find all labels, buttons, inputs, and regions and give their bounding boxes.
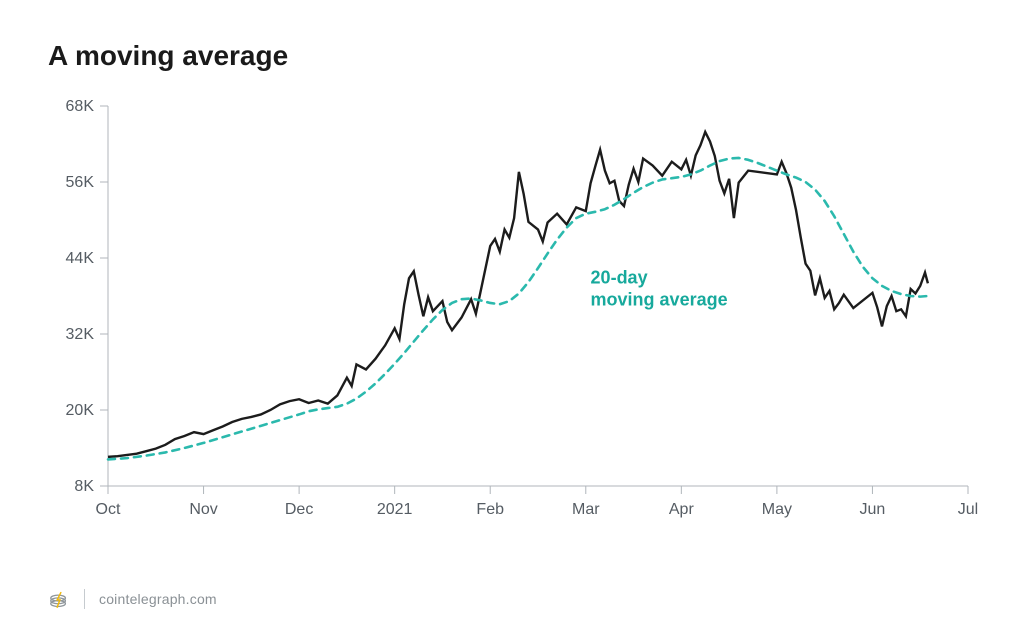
y-tick-label: 68K	[66, 98, 95, 115]
x-tick-label: Dec	[285, 501, 313, 518]
y-tick-label: 32K	[66, 326, 95, 343]
x-tick-label: Oct	[96, 501, 121, 518]
y-tick-label: 44K	[66, 250, 95, 267]
y-tick-label: 20K	[66, 402, 95, 419]
chart-title: A moving average	[48, 40, 976, 72]
chart-svg: 8K 20K 32K 44K 56K 68K Oct Nov Dec 2021 Feb Mar Apr…	[48, 96, 976, 536]
y-tick-label: 8K	[74, 478, 94, 495]
source-label: cointelegraph.com	[99, 591, 217, 607]
x-tick-label: Feb	[476, 501, 504, 518]
cointelegraph-logo-icon	[48, 588, 70, 610]
footer: cointelegraph.com	[48, 588, 217, 610]
footer-divider	[84, 589, 85, 609]
x-tick-label: Jun	[860, 501, 886, 518]
x-tick-label: May	[762, 501, 792, 518]
x-tick-label: Jul	[958, 501, 978, 518]
x-tick-label: 2021	[377, 501, 413, 518]
chart-frame: A moving average 8K 20K 32K 44K 56K 68K Oct No…	[0, 0, 1024, 636]
y-tick-label: 56K	[66, 174, 95, 191]
annotation-line1: 20-day	[591, 267, 648, 287]
x-tick-label: Apr	[669, 501, 695, 518]
series-moving-average	[108, 158, 928, 459]
annotation-line2: moving average	[591, 289, 728, 309]
x-tick-label: Nov	[189, 501, 217, 518]
chart-plot-area: 8K 20K 32K 44K 56K 68K Oct Nov Dec 2021 Feb Mar Apr…	[48, 96, 976, 536]
x-tick-label: Mar	[572, 501, 600, 518]
